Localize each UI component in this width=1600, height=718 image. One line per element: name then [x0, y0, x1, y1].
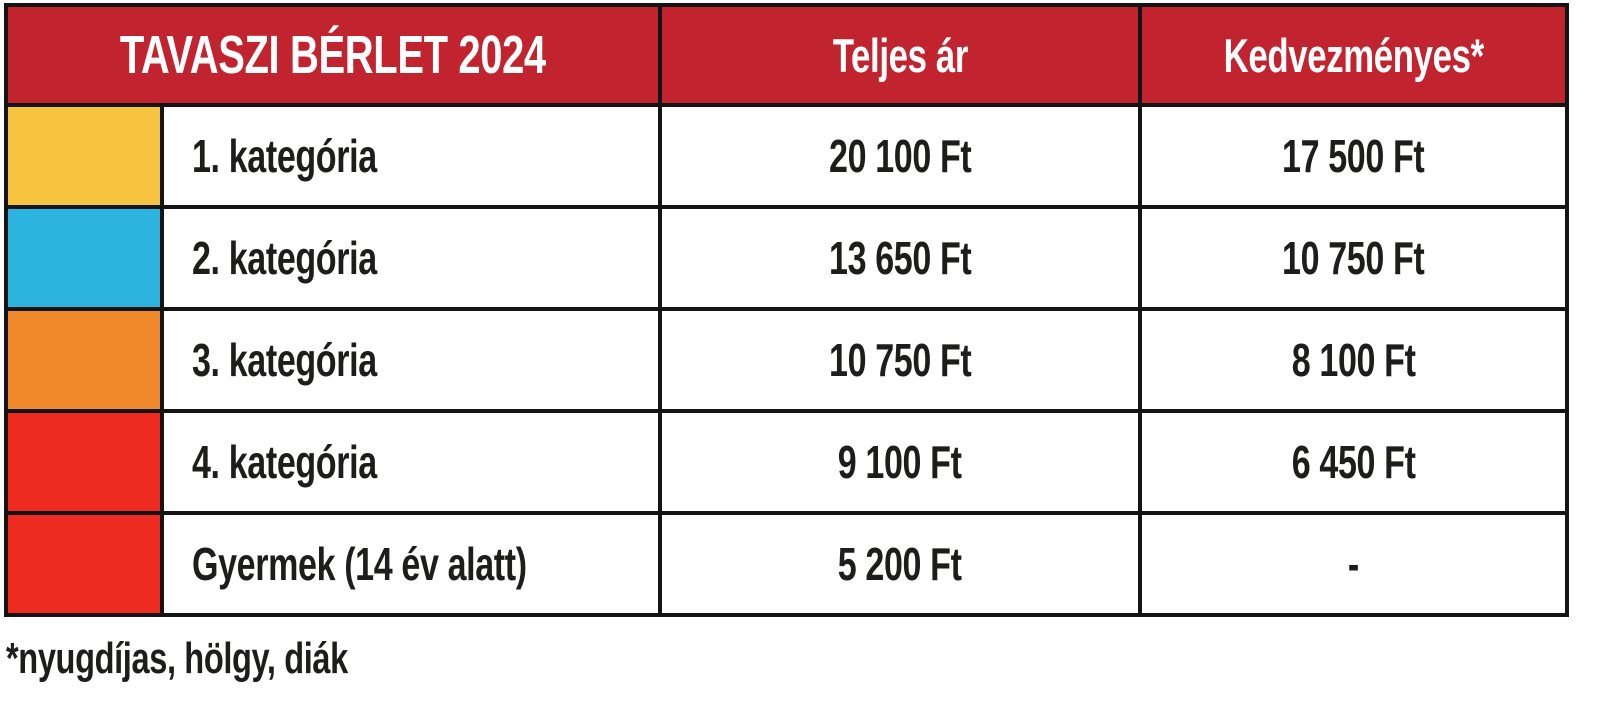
- discount-price-value: -: [1348, 538, 1359, 590]
- category-color-swatch: [4, 307, 164, 413]
- discount-price-value: 6 450 Ft: [1291, 436, 1416, 488]
- price-table: TAVASZI BÉRLET 2024 Teljes ár Kedvezmény…: [4, 3, 1569, 617]
- discount-price-value: 17 500 Ft: [1282, 130, 1425, 182]
- column-header-full-price: Teljes ár: [658, 3, 1142, 107]
- table-row: 1. kategória 20 100 Ft 17 500 Ft: [4, 103, 1569, 209]
- category-color-swatch: [4, 409, 164, 515]
- discount-price-value: 8 100 Ft: [1291, 334, 1416, 386]
- full-price-value: 10 750 Ft: [828, 334, 972, 386]
- column-header-discount-label: Kedvezményes*: [1223, 28, 1484, 82]
- table-title: TAVASZI BÉRLET 2024: [120, 25, 546, 85]
- category-label-cell: 3. kategória: [160, 307, 662, 413]
- table-row: 4. kategória 9 100 Ft 6 450 Ft: [4, 409, 1569, 515]
- full-price-cell: 13 650 Ft: [658, 205, 1142, 311]
- full-price-cell: 20 100 Ft: [658, 103, 1142, 209]
- discount-price-cell: -: [1138, 511, 1569, 617]
- footnote-text: *nyugdíjas, hölgy, diák: [6, 634, 348, 683]
- table-title-cell: TAVASZI BÉRLET 2024: [4, 3, 662, 107]
- category-label: 2. kategória: [192, 232, 377, 284]
- category-color-swatch: [4, 205, 164, 311]
- header-row: TAVASZI BÉRLET 2024 Teljes ár Kedvezmény…: [4, 3, 1569, 107]
- category-label-cell: 4. kategória: [160, 409, 662, 515]
- discount-price-cell: 17 500 Ft: [1138, 103, 1569, 209]
- full-price-cell: 9 100 Ft: [658, 409, 1142, 515]
- discount-price-value: 10 750 Ft: [1282, 232, 1425, 284]
- full-price-value: 5 200 Ft: [838, 538, 962, 590]
- category-label: 3. kategória: [192, 334, 377, 386]
- full-price-cell: 10 750 Ft: [658, 307, 1142, 413]
- table-row: Gyermek (14 év alatt) 5 200 Ft -: [4, 511, 1569, 617]
- column-header-full-price-label: Teljes ár: [832, 28, 968, 82]
- full-price-value: 9 100 Ft: [838, 436, 962, 488]
- full-price-cell: 5 200 Ft: [658, 511, 1142, 617]
- full-price-value: 13 650 Ft: [828, 232, 972, 284]
- category-label-cell: Gyermek (14 év alatt): [160, 511, 662, 617]
- discount-price-cell: 6 450 Ft: [1138, 409, 1569, 515]
- category-label: 4. kategória: [192, 436, 377, 488]
- table-row: 3. kategória 10 750 Ft 8 100 Ft: [4, 307, 1569, 413]
- discount-price-cell: 8 100 Ft: [1138, 307, 1569, 413]
- category-label-cell: 2. kategória: [160, 205, 662, 311]
- full-price-value: 20 100 Ft: [828, 130, 972, 182]
- category-label: 1. kategória: [192, 130, 377, 182]
- category-label-cell: 1. kategória: [160, 103, 662, 209]
- footnote: *nyugdíjas, hölgy, diák: [6, 634, 468, 684]
- column-header-discount: Kedvezményes*: [1138, 3, 1569, 107]
- table-row: 2. kategória 13 650 Ft 10 750 Ft: [4, 205, 1569, 311]
- category-label: Gyermek (14 év alatt): [192, 538, 527, 590]
- discount-price-cell: 10 750 Ft: [1138, 205, 1569, 311]
- category-color-swatch: [4, 511, 164, 617]
- category-color-swatch: [4, 103, 164, 209]
